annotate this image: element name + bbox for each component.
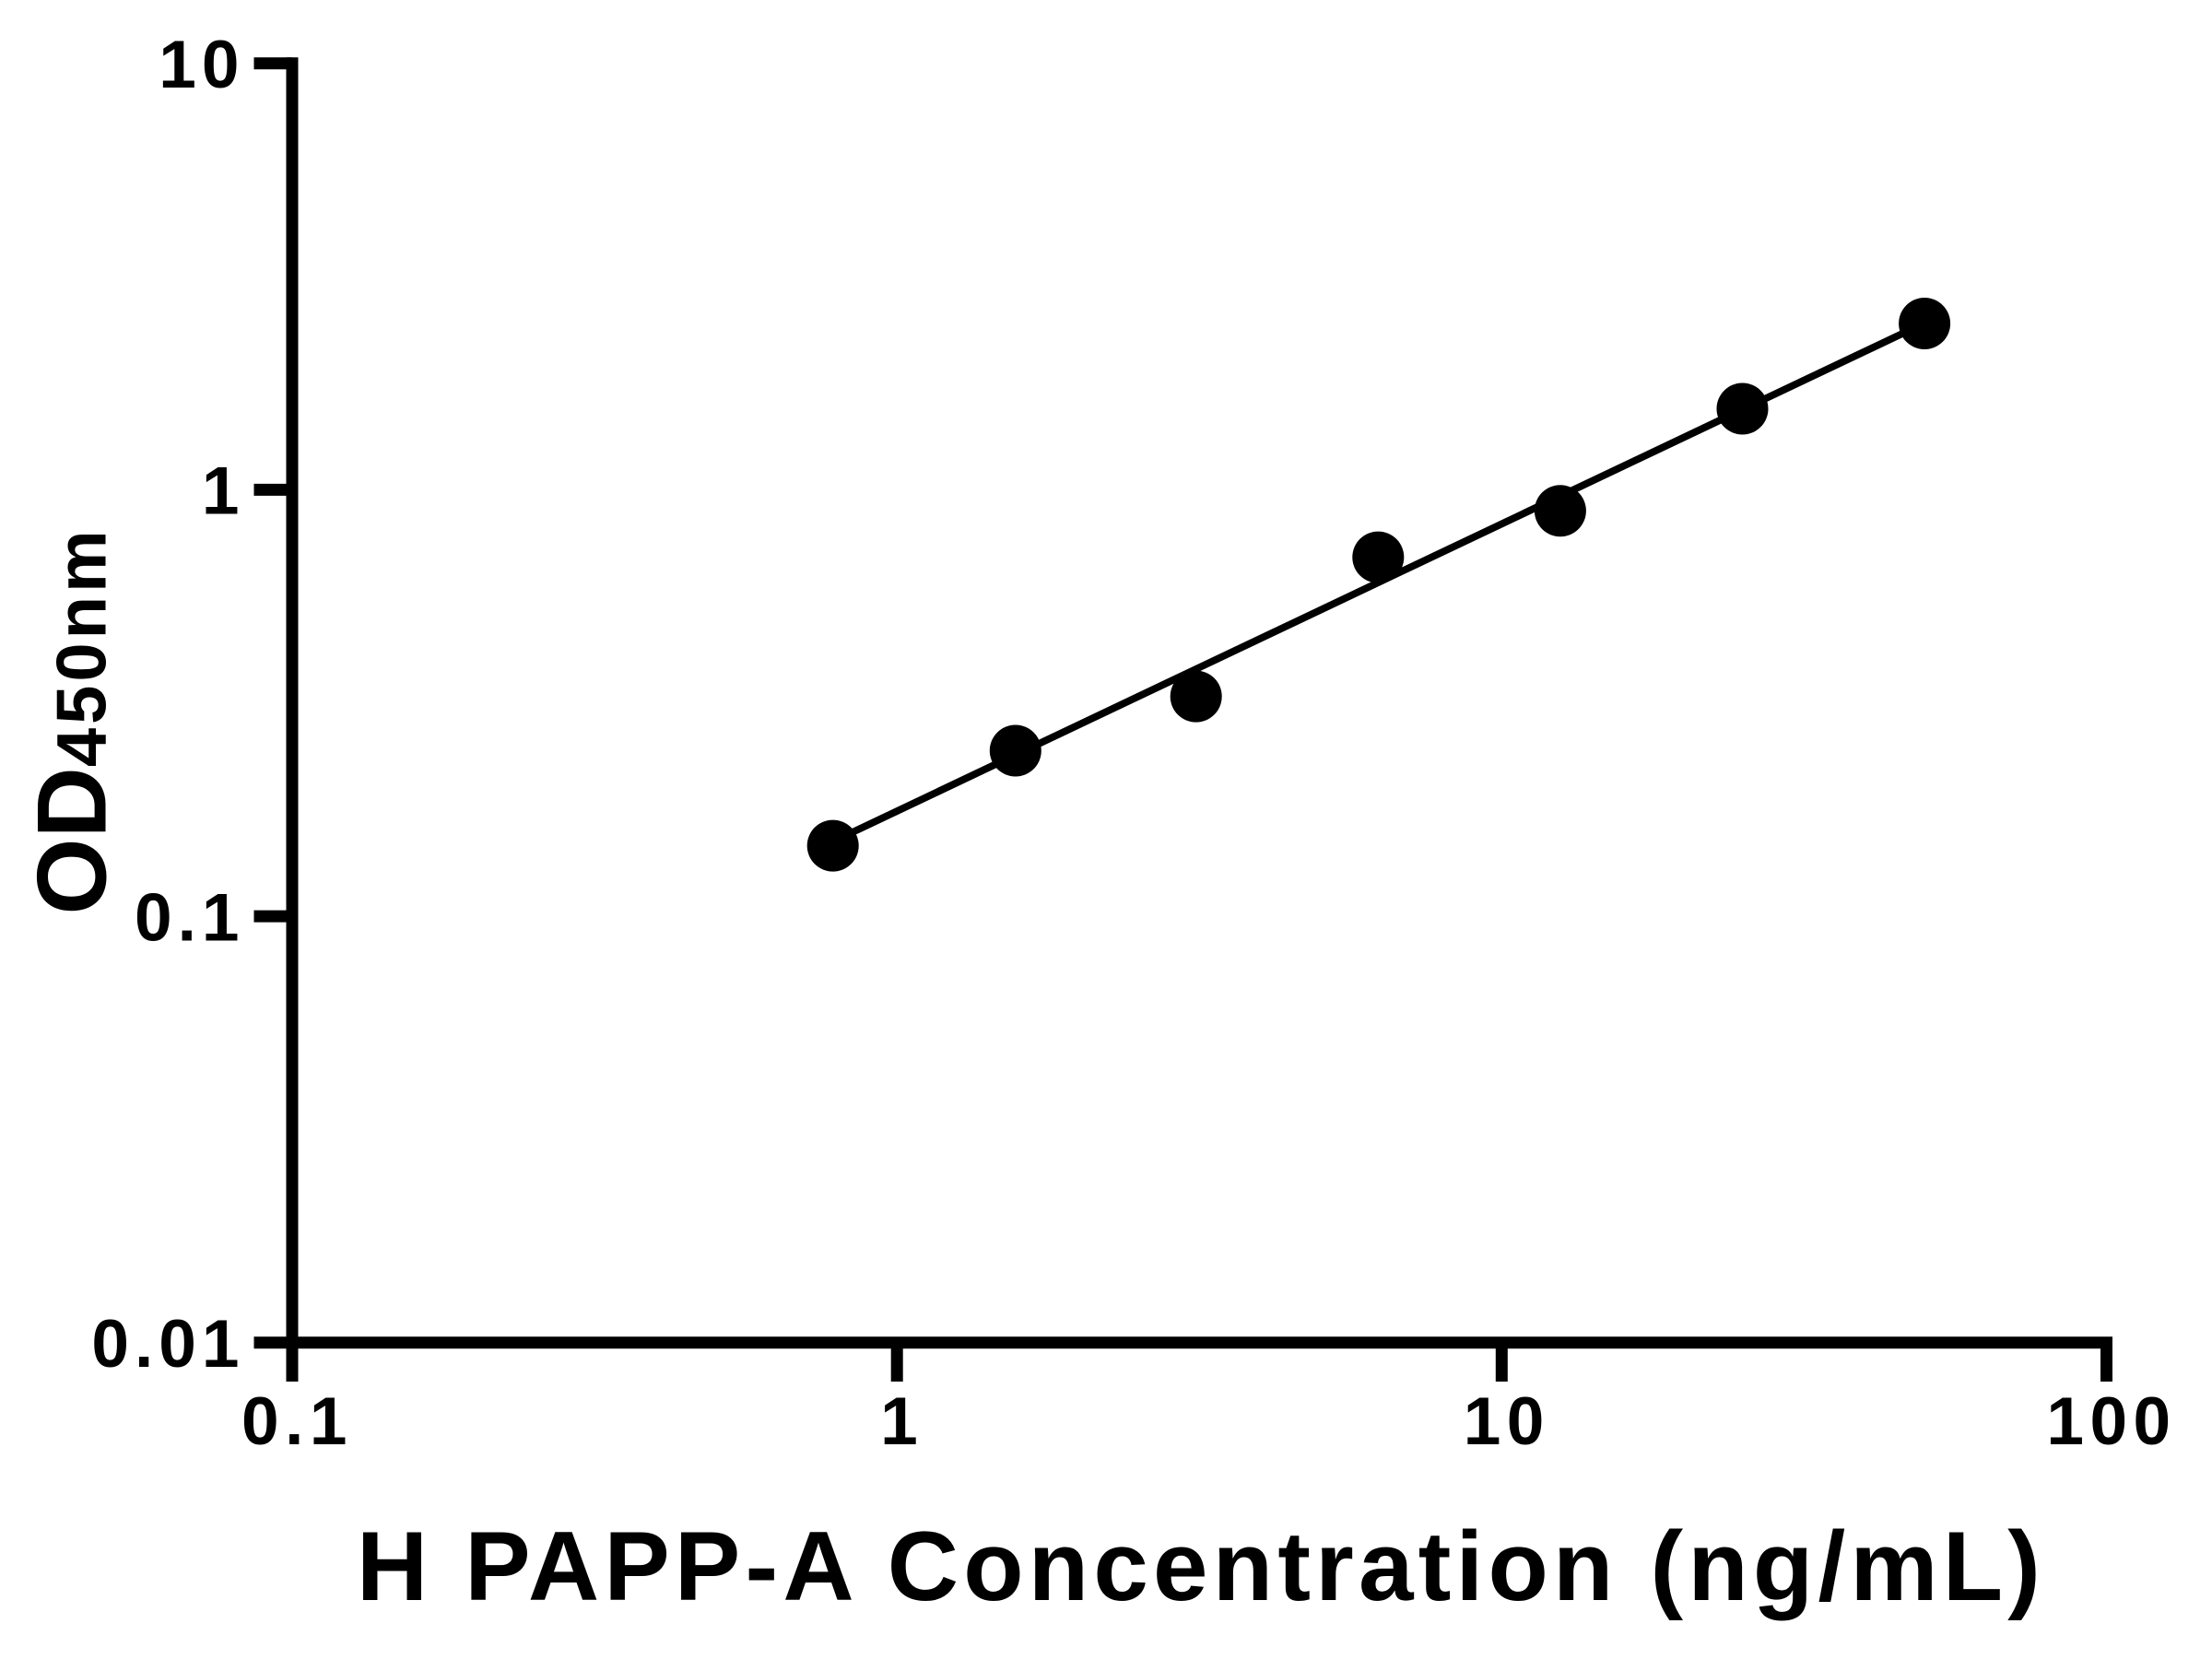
svg-text:H PAPP-A Concentration (ng/mL): H PAPP-A Concentration (ng/mL) <box>357 1511 2045 1621</box>
svg-text:0.1: 0.1 <box>135 880 244 955</box>
svg-text:1: 1 <box>202 454 245 529</box>
svg-text:0.1: 0.1 <box>241 1384 353 1459</box>
svg-text:100: 100 <box>2046 1384 2176 1459</box>
svg-text:10: 10 <box>159 28 244 102</box>
svg-text:10: 10 <box>1464 1384 1550 1459</box>
svg-text:1: 1 <box>880 1384 924 1459</box>
svg-text:0.01: 0.01 <box>91 1307 244 1382</box>
